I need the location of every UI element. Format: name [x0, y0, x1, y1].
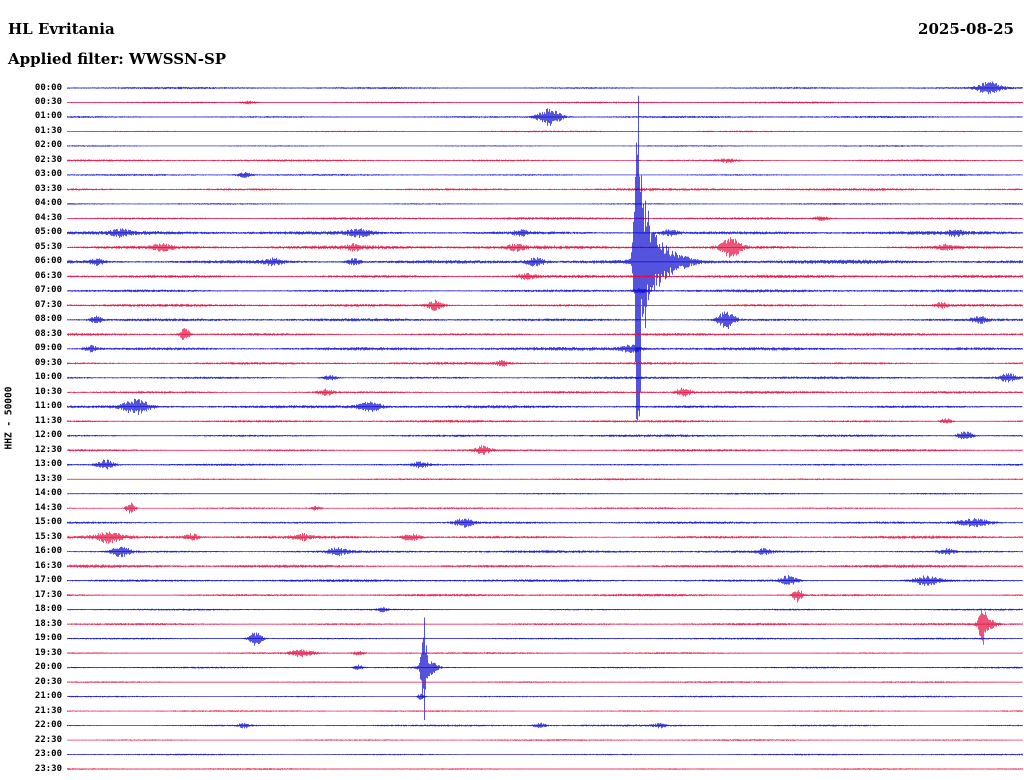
trace-labels: 00:00 00:30 01:00 01:30 02:00 02:30 03:00 03:30… [0, 0, 62, 780]
trace-time-label: 06:00 [34, 256, 62, 267]
trace-time-label: 03:30 [34, 183, 62, 194]
trace-time-label: 09:30 [34, 357, 62, 368]
trace-time-label: 23:00 [34, 749, 62, 760]
trace-time-label: 11:30 [34, 415, 62, 426]
trace-time-label: 18:30 [34, 618, 62, 629]
trace-time-label: 22:00 [34, 720, 62, 731]
trace-time-label: 06:30 [34, 270, 62, 281]
trace-time-label: 09:00 [34, 343, 62, 354]
trace-time-label: 21:30 [34, 705, 62, 716]
trace-time-label: 08:30 [34, 328, 62, 339]
filter-label: Applied filter: WWSSN-SP [8, 50, 227, 68]
trace-time-label: 15:00 [34, 517, 62, 528]
trace-time-label: 07:00 [34, 285, 62, 296]
trace-time-label: 14:00 [34, 488, 62, 499]
trace-time-label: 02:30 [34, 154, 62, 165]
trace-time-label: 00:30 [34, 96, 62, 107]
trace-time-label: 10:30 [34, 386, 62, 397]
trace-time-label: 17:30 [34, 589, 62, 600]
trace-time-label: 19:30 [34, 647, 62, 658]
trace-time-label: 11:00 [34, 401, 62, 412]
station-title: HL Evritania [8, 20, 115, 38]
trace-time-label: 18:00 [34, 604, 62, 615]
trace-time-label: 04:30 [34, 212, 62, 223]
trace-time-label: 19:00 [34, 633, 62, 644]
trace-time-label: 08:00 [34, 314, 62, 325]
trace-time-label: 02:00 [34, 140, 62, 151]
trace-time-label: 22:30 [34, 734, 62, 745]
trace-time-label: 03:00 [34, 169, 62, 180]
trace-time-label: 15:30 [34, 531, 62, 542]
trace-time-label: 10:00 [34, 372, 62, 383]
trace-time-label: 01:00 [34, 111, 62, 122]
trace-time-label: 17:00 [34, 575, 62, 586]
trace-time-label: 13:30 [34, 473, 62, 484]
trace-time-label: 20:00 [34, 662, 62, 673]
trace-time-label: 23:30 [34, 763, 62, 774]
trace-time-label: 01:30 [34, 125, 62, 136]
trace-time-label: 12:30 [34, 444, 62, 455]
trace-time-label: 05:00 [34, 227, 62, 238]
trace-time-label: 13:00 [34, 459, 62, 470]
trace-time-label: 14:30 [34, 502, 62, 513]
trace-time-label: 16:00 [34, 546, 62, 557]
trace-time-label: 04:00 [34, 198, 62, 209]
trace-time-label: 21:00 [34, 691, 62, 702]
plot-date: 2025-08-25 [918, 20, 1014, 38]
trace-time-label: 20:30 [34, 676, 62, 687]
trace-time-label: 00:00 [34, 82, 62, 93]
trace-time-label: 07:30 [34, 299, 62, 310]
trace-time-label: 16:30 [34, 560, 62, 571]
trace-time-label: 05:30 [34, 241, 62, 252]
trace-time-label: 12:00 [34, 430, 62, 441]
